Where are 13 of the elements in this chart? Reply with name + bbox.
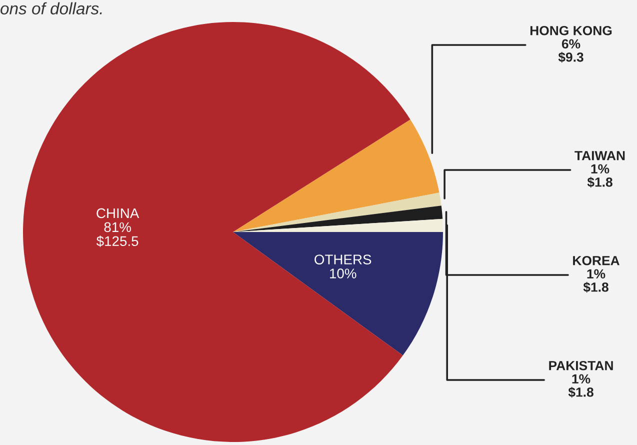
slice-label: KOREA <box>573 256 620 266</box>
slice-label: PAKISTAN <box>549 360 613 370</box>
data-label: 6% $9.3 <box>558 39 584 63</box>
slice-label: TAIWAN <box>574 151 625 160</box>
data-label: 1% $1.8 <box>568 374 594 398</box>
data-label: 1% $1.8 <box>587 164 612 188</box>
text: ons of dollars. <box>0 2 102 14</box>
slice-label: OTHERS <box>314 254 372 264</box>
slice-label: HONG KONG <box>530 26 612 36</box>
data-label: 10% <box>330 268 356 278</box>
slice-label: CHINA <box>96 208 140 218</box>
data-label: 1% $1.8 <box>583 269 608 293</box>
data-label: 81% $125.5 <box>96 222 138 247</box>
